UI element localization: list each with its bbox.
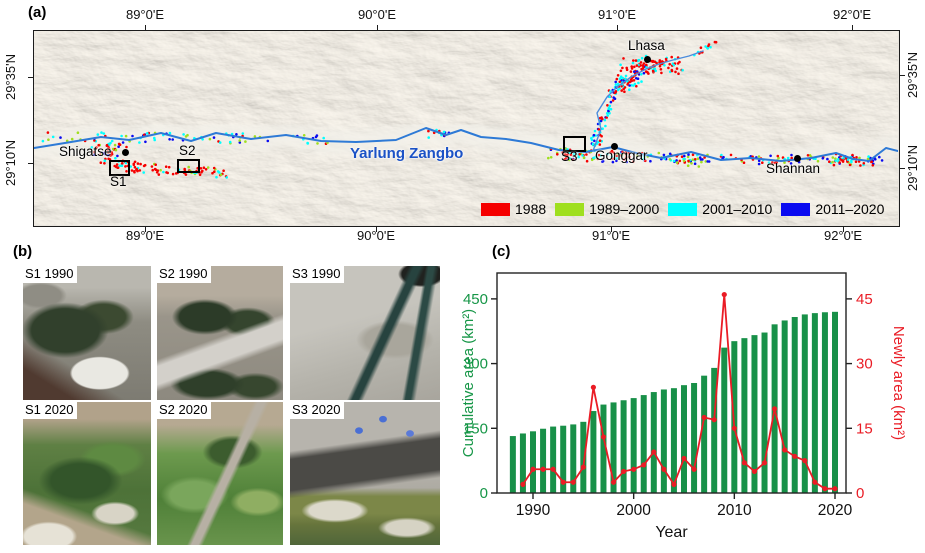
- city-dot-lhasa: [644, 56, 651, 63]
- map-lon-bottom-91: 91°0'E: [591, 228, 631, 243]
- map-tick: [617, 25, 619, 30]
- site-box-s3: [563, 136, 586, 152]
- svg-text:Year: Year: [655, 524, 688, 541]
- thumbnail-label: S2 1990: [157, 266, 212, 283]
- map-tick: [376, 227, 378, 232]
- thumbnail-label: S1 1990: [23, 266, 78, 283]
- svg-text:150: 150: [463, 420, 488, 437]
- legend-swatch-2001-2010: [668, 202, 698, 216]
- map-tick: [900, 75, 905, 77]
- city-label-shigatse: Shigatse: [59, 144, 112, 159]
- legend-swatch-1989-2000: [555, 202, 585, 216]
- thumbnail-label: S3 1990: [290, 266, 345, 283]
- svg-text:2000: 2000: [616, 502, 651, 519]
- map-panel: [33, 30, 900, 227]
- thumbnail-label: S1 2020: [23, 402, 78, 419]
- map-tick: [852, 25, 854, 30]
- site-box-s1: [109, 160, 130, 176]
- svg-text:Newly area (km²): Newly area (km²): [890, 326, 907, 440]
- svg-text:1990: 1990: [516, 502, 551, 519]
- site-label-s3: S3: [561, 149, 578, 164]
- legend-item-1988: 1988: [481, 201, 546, 217]
- map-lat-right-2935: 29°35'N: [905, 52, 920, 98]
- svg-text:15: 15: [856, 420, 873, 437]
- river-label: Yarlung Zangbo: [350, 145, 464, 162]
- city-dot-shigatse: [122, 149, 129, 156]
- thumbnail-s2-1990: S2 1990: [157, 266, 283, 400]
- thumbnail-s3-1990: S3 1990: [290, 266, 440, 400]
- map-tick: [28, 77, 33, 79]
- thumbnail-s3-2020: S3 2020: [290, 402, 440, 545]
- svg-text:2020: 2020: [818, 502, 853, 519]
- legend-label-2011-2020: 2011–2020: [815, 201, 885, 217]
- city-label-shannan: Shannan: [766, 161, 821, 176]
- legend-item-1989-2000: 1989–2000: [555, 201, 659, 217]
- map-lon-top-91: 91°0'E: [597, 7, 637, 22]
- river-main: [34, 127, 898, 162]
- map-tick: [28, 163, 33, 165]
- svg-text:Cumulative area (km²): Cumulative area (km²): [460, 309, 477, 457]
- svg-text:0: 0: [856, 485, 864, 502]
- map-legend: 1988 1989–2000 2001–2010 2011–2020: [481, 201, 884, 217]
- thumbnail-s2-2020: S2 2020: [157, 402, 283, 545]
- legend-label-1989-2000: 1989–2000: [589, 201, 660, 217]
- map-lat-left-2910: 29°10'N: [3, 140, 18, 186]
- thumbnail-s1-2020: S1 2020: [23, 402, 151, 545]
- svg-text:2010: 2010: [717, 502, 752, 519]
- map-lat-right-2910: 29°10'N: [905, 145, 920, 191]
- panel-b-label: (b): [13, 243, 33, 260]
- svg-text:300: 300: [463, 356, 488, 373]
- cumulative-newly-area-chart: 0 150 300 450 0 15 30 45 1990 2000 2010 2020 Cumulat…: [460, 272, 907, 541]
- thumbnail-label: S3 2020: [290, 402, 345, 419]
- city-dot-shannan: [794, 155, 801, 162]
- map-lon-bottom-92: 92°0'E: [823, 228, 863, 243]
- map-tick: [145, 227, 147, 232]
- map-lat-left-2935: 29°35'N: [3, 54, 18, 100]
- svg-text:45: 45: [856, 291, 873, 308]
- panel-c-label: (c): [492, 243, 511, 260]
- legend-swatch-1988: [481, 202, 510, 216]
- legend-item-2011-2020: 2011–2020: [781, 201, 884, 217]
- map-lon-top-90: 90°0'E: [357, 7, 397, 22]
- site-box-s2: [177, 159, 200, 173]
- svg-text:450: 450: [463, 291, 488, 308]
- legend-item-2001-2010: 2001–2010: [668, 201, 772, 217]
- map-canvas: [34, 31, 898, 225]
- map-lon-top-89: 89°0'E: [125, 7, 165, 22]
- legend-label-1988: 1988: [515, 201, 547, 217]
- svg-text:0: 0: [480, 485, 488, 502]
- river-branch: [592, 50, 704, 152]
- map-tick: [843, 227, 845, 232]
- map-tick: [145, 25, 147, 30]
- thumbnail-label: S2 2020: [157, 402, 212, 419]
- thumbnail-s1-1990: S1 1990: [23, 266, 151, 400]
- legend-swatch-2011-2020: [781, 202, 811, 216]
- city-dot-gonggar: [611, 143, 618, 150]
- map-tick: [900, 168, 905, 170]
- map-lon-bottom-90: 90°0'E: [356, 228, 396, 243]
- city-label-gonggar: Gonggar: [595, 148, 648, 163]
- map-tick: [611, 227, 613, 232]
- map-lon-top-92: 92°0'E: [832, 7, 872, 22]
- map-tick: [377, 25, 379, 30]
- site-label-s2: S2: [179, 143, 196, 158]
- map-lon-bottom-89: 89°0'E: [125, 228, 165, 243]
- svg-text:30: 30: [856, 356, 873, 373]
- city-label-lhasa: Lhasa: [628, 38, 665, 53]
- site-label-s1: S1: [110, 174, 127, 189]
- panel-a-label: (a): [28, 4, 47, 21]
- legend-label-2001-2010: 2001–2010: [702, 201, 773, 217]
